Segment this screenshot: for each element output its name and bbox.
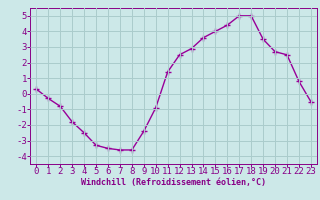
X-axis label: Windchill (Refroidissement éolien,°C): Windchill (Refroidissement éolien,°C): [81, 178, 266, 187]
